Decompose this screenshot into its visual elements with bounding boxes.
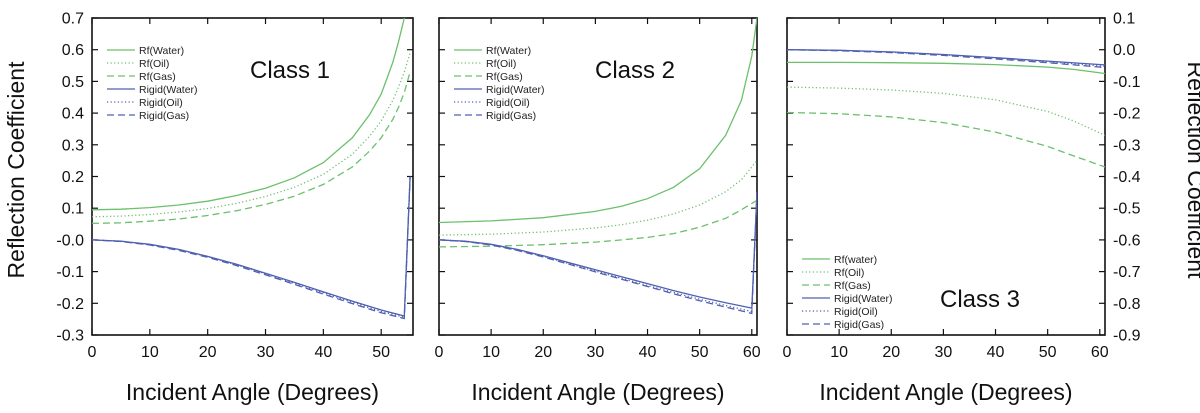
y-tick-label: -0.6: [1113, 232, 1141, 249]
legend-label: Rigid(Water): [486, 84, 545, 96]
legend-label: Rigid(Water): [834, 293, 893, 305]
y-tick-label: 0.4: [62, 106, 84, 123]
legend-label: Rf(Gas): [486, 71, 523, 83]
y-tick-label: 0.1: [62, 201, 84, 218]
series-line-rigid-oil: [439, 192, 757, 313]
legend-label: Rigid(Gas): [834, 319, 884, 331]
y-tick-label: -0.9: [1113, 328, 1141, 345]
y-tick-label: 0.3: [62, 137, 84, 154]
panel-title: Class 2: [595, 57, 675, 84]
series-line-rf-oil: [92, 52, 411, 218]
series-line-rf-water: [92, 18, 405, 211]
x-tick-label: 50: [691, 344, 709, 361]
x-tick-label: 40: [987, 344, 1005, 361]
legend-label: Rf(Gas): [139, 71, 176, 83]
series-line-rigid-water: [787, 49, 1105, 66]
legend-label: Rf(Water): [486, 45, 531, 57]
series-line-rf-gas: [787, 111, 1105, 168]
y-tick-label: -0.8: [1113, 296, 1141, 313]
y-tick-label: -0.2: [56, 296, 84, 313]
legend-label: Rf(Gas): [834, 280, 871, 292]
series-line-rf-water: [439, 18, 757, 224]
y-tick-label: 0.1: [1113, 11, 1135, 28]
series-line-rf-gas: [439, 199, 757, 248]
legend-label: Rigid(Oil): [486, 97, 530, 109]
y-tick-label: -0.3: [56, 328, 84, 345]
series-line-rf-gas: [92, 71, 411, 225]
x-tick-label: 30: [257, 344, 275, 361]
x-tick-label: 10: [141, 344, 159, 361]
x-axis-title: Incident Angle (Degrees): [819, 379, 1072, 405]
series-line-rf-oil: [439, 160, 757, 236]
series-line-rigid-gas: [92, 176, 411, 320]
y-tick-label: -0.3: [1113, 137, 1141, 154]
x-tick-label: 60: [743, 344, 761, 361]
x-tick-label: 40: [639, 344, 657, 361]
y-tick-label: 0.6: [62, 42, 84, 59]
left-axis-title-text: Reflection Coefficient: [3, 61, 29, 279]
series-group: [787, 49, 1105, 168]
x-tick-label: 10: [830, 344, 848, 361]
y-tick-label: -0.2: [1113, 106, 1141, 123]
y-tick-label: 0.5: [62, 74, 84, 91]
legend-label: Rf(water): [834, 254, 877, 266]
x-tick-label: 30: [586, 344, 604, 361]
y-tick-label: -0.7: [1113, 264, 1141, 281]
series-line-rigid-water: [439, 192, 757, 309]
y-tick-label: 0.2: [62, 169, 84, 186]
y-tick-label: -0.1: [1113, 74, 1141, 91]
y-tick-label: -0.1: [56, 264, 84, 281]
y-tick-label: -0.4: [1113, 169, 1141, 186]
y-tick-label: -0.0: [56, 232, 84, 249]
legend-label: Rigid(Oil): [139, 97, 183, 109]
x-tick-label: 20: [199, 344, 217, 361]
chart-panel-class-3: -0.9 -0.8 -0.7 -0.6 -0.5 -0.4 -0.3 -0.2 -0.1 0.0 0…: [783, 11, 1141, 406]
x-tick-label: 0: [435, 344, 444, 361]
series-line-rf-water: [787, 61, 1105, 75]
series-line-rigid-water: [92, 176, 411, 317]
x-tick-label: 50: [1039, 344, 1057, 361]
right-axis-title-text: Reflection Coefficient: [1183, 62, 1200, 280]
legend: Rf(Water)Rf(Oil)Rf(Gas)Rigid(Water)Rigid…: [454, 45, 545, 122]
series-line-rigid-gas: [439, 192, 757, 315]
right-axis-title: Reflection Coefficient: [1183, 62, 1200, 280]
legend-label: Rigid(Gas): [486, 110, 536, 122]
x-tick-label: 10: [482, 344, 500, 361]
legend: Rf(water)Rf(Oil)Rf(Gas)Rigid(Water)Rigid…: [802, 254, 893, 331]
legend-label: Rf(Oil): [486, 58, 516, 70]
x-tick-label: 20: [882, 344, 900, 361]
legend: Rf(Water)Rf(Oil)Rf(Gas)Rigid(Water)Rigid…: [107, 45, 198, 122]
x-tick-label: 30: [934, 344, 952, 361]
legend-label: Rf(Oil): [139, 58, 169, 70]
legend-label: Rigid(Water): [139, 84, 198, 96]
x-tick-label: 50: [372, 344, 390, 361]
series-group: [439, 18, 757, 315]
series-line-rigid-oil: [92, 176, 411, 319]
legend-label: Rigid(Oil): [834, 306, 878, 318]
panel-title: Class 3: [940, 286, 1020, 313]
panel-title: Class 1: [250, 57, 330, 84]
y-tick-label: -0.5: [1113, 201, 1141, 218]
x-tick-label: 20: [534, 344, 552, 361]
y-tick-label: 0.7: [62, 11, 84, 28]
x-tick-label: 0: [88, 344, 97, 361]
chart-panel-class-1: -0.3 -0.2 -0.1 -0.0 0.1 0.2 0.3 0.4 0.5 0.6 0.7 0 10…: [56, 11, 414, 405]
x-tick-label: 40: [314, 344, 332, 361]
chart-panel-class-2: 0 10 20 30 40 50 60 Incident Angle (Degrees) Cla…: [435, 17, 761, 405]
x-axis-title: Incident Angle (Degrees): [471, 379, 724, 405]
x-tick-label: 60: [1091, 344, 1109, 361]
x-tick-label: 0: [783, 344, 792, 361]
x-axis-title: Incident Angle (Degrees): [126, 379, 379, 405]
legend-label: Rigid(Gas): [139, 110, 189, 122]
legend-label: Rf(Water): [139, 45, 184, 57]
left-axis-title: Reflection Coefficient: [3, 61, 29, 279]
legend-label: Rf(Oil): [834, 267, 864, 279]
y-tick-label: 0.0: [1113, 42, 1135, 59]
series-group: [92, 18, 411, 320]
series-line-rf-oil: [787, 86, 1105, 136]
series-line-rigid-gas: [787, 49, 1105, 69]
